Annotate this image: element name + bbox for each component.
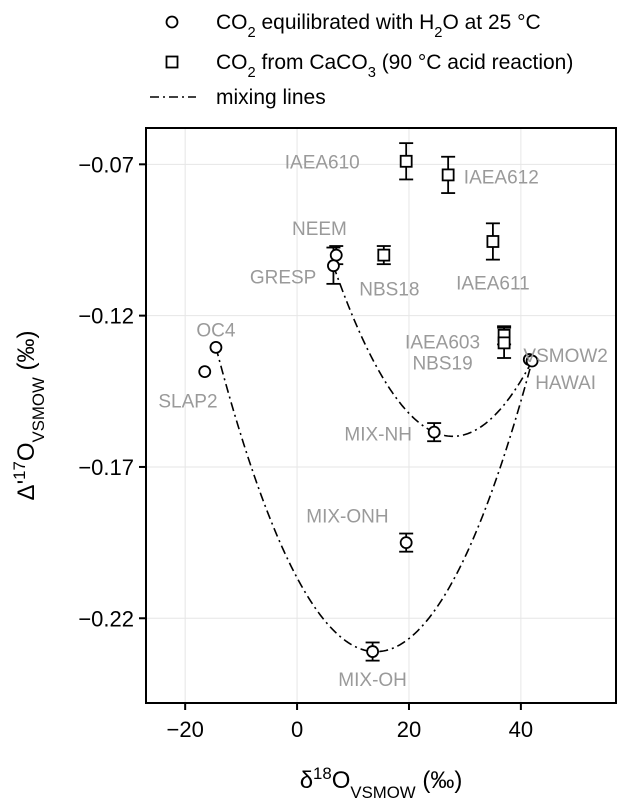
- point-label-mix-nh: MIX-NH: [344, 425, 412, 446]
- point-label-oc4: OC4: [196, 320, 236, 341]
- point-iaea610: [399, 154, 413, 168]
- point-gresp: [327, 259, 340, 273]
- x-tick-label: 20: [397, 717, 421, 742]
- point-nbs19: [497, 336, 511, 350]
- plot-frame: [145, 127, 617, 704]
- point-mix-nh: [427, 425, 441, 439]
- mixing-line-0: [215, 347, 533, 653]
- legend-square-marker: [165, 55, 179, 69]
- legend-label: CO2 equilibrated with H2O at 25 °C: [216, 11, 541, 41]
- point-slap2: [198, 365, 212, 379]
- point-label-iaea612: IAEA612: [464, 167, 539, 188]
- point-label-neem: NEEM: [292, 219, 347, 240]
- x-axis: −20 0 20 40 δ18OVSMOW (‰): [167, 703, 533, 800]
- point-label-iaea603: IAEA603: [405, 332, 480, 353]
- error-bars: [326, 142, 512, 662]
- mixing-lines: [215, 265, 533, 653]
- legend: CO2 equilibrated with H2O at 25 °C CO2 fr…: [150, 11, 573, 109]
- point-hawai: [525, 354, 539, 368]
- x-tick-label: −20: [167, 717, 204, 742]
- point-label-slap2: SLAP2: [158, 391, 217, 412]
- y-axis-title: Δ'17OVSMOW (‰): [10, 331, 48, 501]
- x-tick-label: 40: [509, 717, 533, 742]
- markers: [198, 154, 539, 658]
- x-axis-title: δ18OVSMOW (‰): [300, 764, 463, 800]
- point-label-iaea610: IAEA610: [285, 152, 360, 173]
- point-mix-oh: [366, 645, 380, 658]
- point-label-iaea611: IAEA611: [456, 273, 530, 294]
- legend-entry-0: CO2 equilibrated with H2O at 25 °C: [165, 11, 541, 41]
- point-label-nbs19: NBS19: [412, 354, 472, 375]
- y-tick-label: −0.22: [78, 606, 134, 631]
- point-label-hawai: HAWAI: [535, 373, 596, 394]
- point-mix-onh: [399, 536, 413, 550]
- point-iaea612: [441, 168, 455, 182]
- point-label-gresp: GRESP: [250, 267, 317, 288]
- y-tick-label: −0.12: [78, 304, 134, 329]
- legend-circle-marker: [165, 15, 179, 29]
- point-label-vsmow2: VSMOW2: [523, 346, 607, 367]
- point-nbs18: [377, 248, 391, 262]
- point-label-nbs18: NBS18: [359, 279, 419, 300]
- grid: [146, 128, 616, 703]
- y-tick-label: −0.17: [78, 455, 134, 480]
- legend-label: mixing lines: [216, 86, 326, 109]
- x-tick-label: 0: [291, 717, 303, 742]
- legend-entry-1: CO2 from CaCO3 (90 °C acid reaction): [165, 51, 573, 81]
- legend-entry-2: mixing lines: [150, 86, 326, 109]
- y-axis: −0.07 −0.12 −0.17 −0.22 Δ'17OVSMOW (‰): [10, 152, 146, 631]
- point-iaea611: [486, 235, 500, 248]
- point-labels: IAEA610 IAEA612 NEEM GRESP NBS18 IAEA611 OC4 IA…: [158, 152, 607, 691]
- y-tick-label: −0.07: [78, 152, 134, 177]
- legend-label: CO2 from CaCO3 (90 °C acid reaction): [216, 51, 573, 81]
- point-label-mix-oh: MIX-OH: [338, 670, 407, 691]
- point-label-mix-onh: MIX-ONH: [306, 506, 388, 527]
- point-oc4: [209, 341, 223, 354]
- point-neem: [329, 248, 343, 262]
